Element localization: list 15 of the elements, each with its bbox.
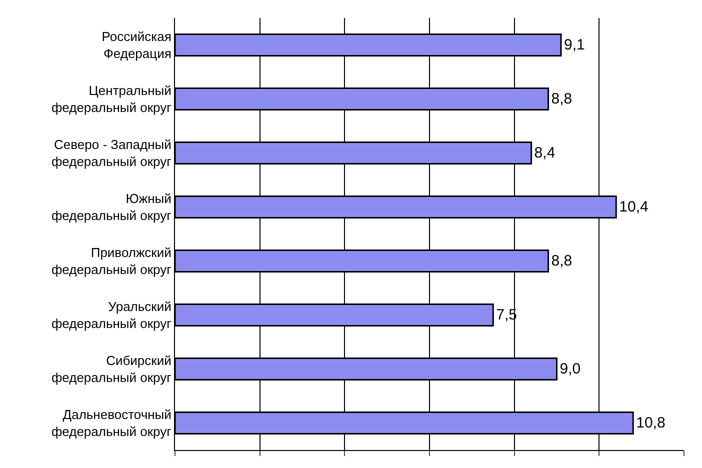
data-label: 10,4 — [619, 198, 648, 216]
data-label: 9,0 — [560, 360, 581, 378]
y-tick-label: Южный федеральный округ — [51, 191, 172, 223]
y-tick-label: Российская Федерация — [102, 29, 172, 61]
y-tick-label: Сибирский федеральный округ — [51, 353, 172, 385]
data-label: 8,8 — [551, 90, 572, 108]
data-label: 10,8 — [636, 414, 666, 432]
data-label: 8,8 — [551, 252, 572, 270]
y-tick-label: Приволжский федеральный округ — [51, 245, 172, 277]
data-label: 8,4 — [534, 144, 556, 162]
y-tick-label: Уральский федеральный округ — [51, 299, 172, 331]
y-tick-label: Центральный федеральный округ — [51, 83, 172, 115]
data-label: 9,1 — [564, 36, 585, 54]
y-tick-label: Дальневосточный федеральный округ — [51, 407, 172, 439]
y-tick-label: Северо - Западный федеральный округ — [51, 137, 172, 169]
